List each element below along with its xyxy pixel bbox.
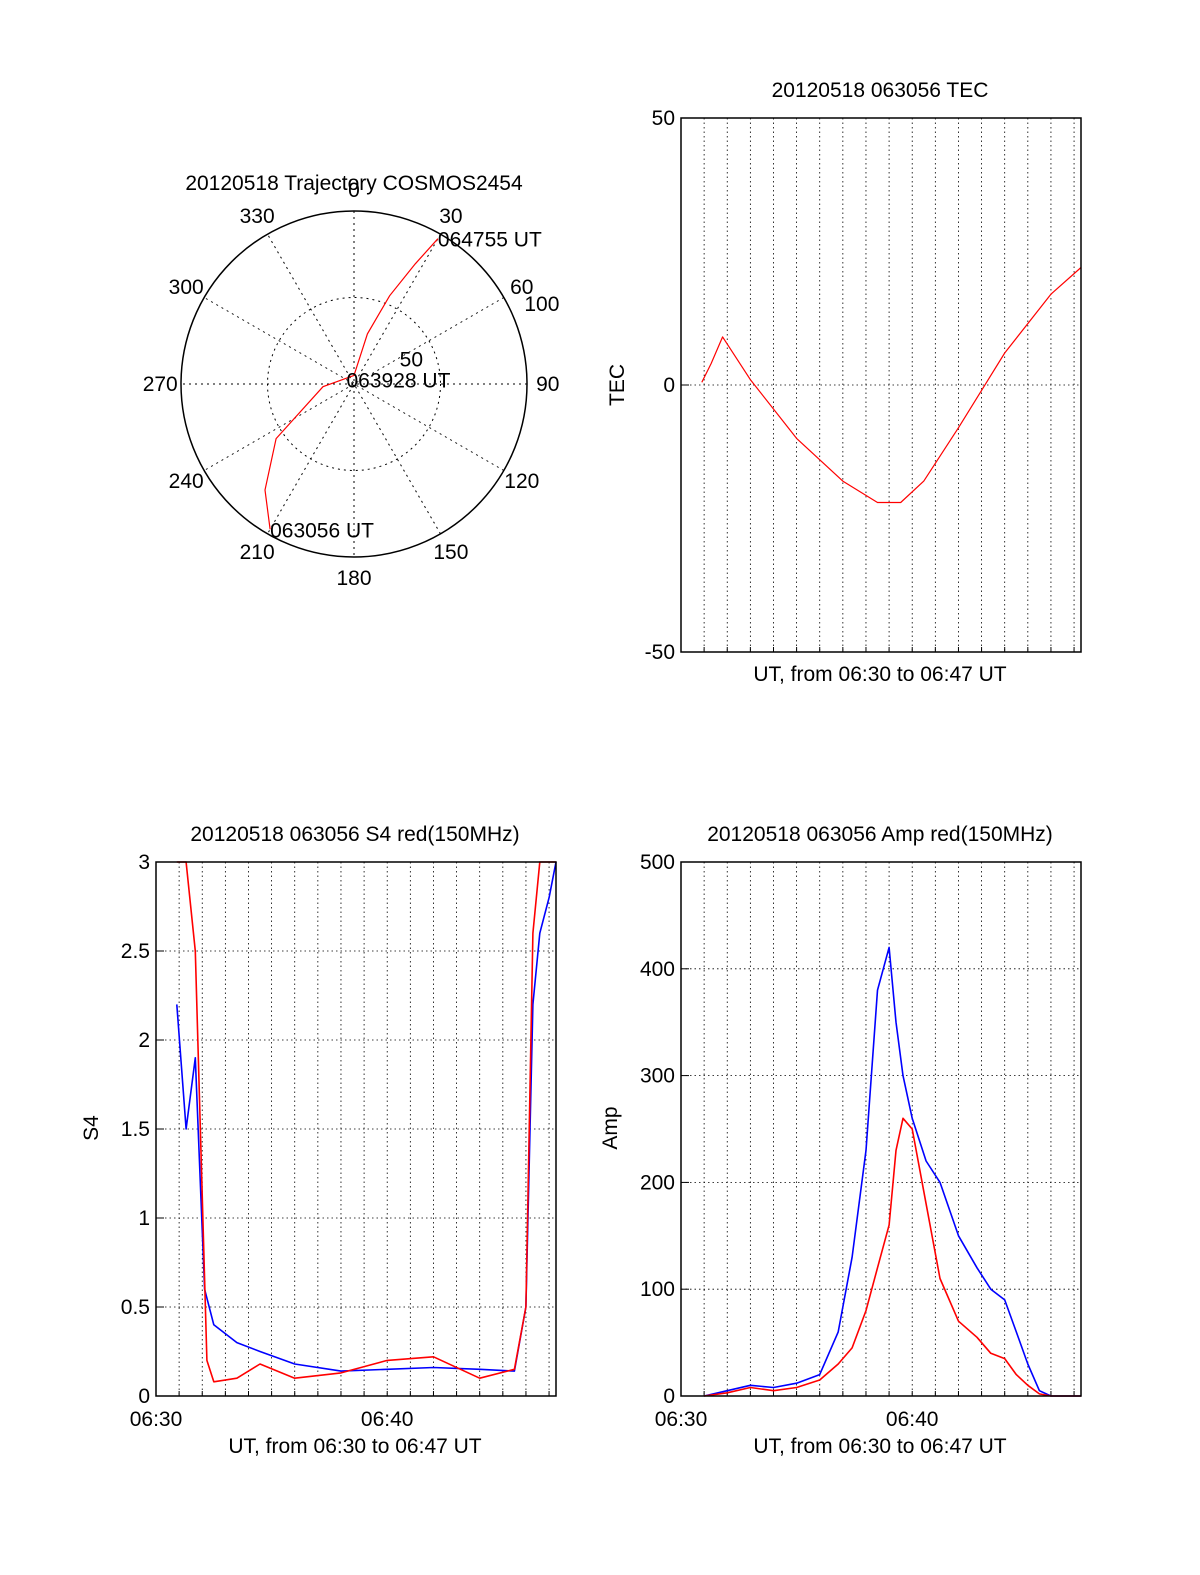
polar-angle-label: 90 bbox=[536, 373, 559, 396]
polar-angle-label: 300 bbox=[169, 276, 204, 299]
polar-angle-label: 270 bbox=[143, 373, 178, 396]
series-line-1 bbox=[176, 861, 556, 1383]
s4-plot-area: 0 0.5 1 1.5 2 2.5 3 06:30 06:40 bbox=[121, 851, 557, 1431]
y-tick-label: 0 bbox=[138, 1385, 150, 1408]
tec-xlabel: UT, from 06:30 to 06:47 UT bbox=[753, 663, 1006, 686]
polar-angle-label: 180 bbox=[336, 567, 371, 590]
series-line-0 bbox=[176, 861, 557, 1372]
x-tick-label: 06:30 bbox=[130, 1408, 183, 1431]
series-line-1 bbox=[703, 1117, 1081, 1397]
y-tick-label: 2.5 bbox=[121, 940, 150, 963]
polar-angle-labels: 0 30 60 90 120 150 180 210 240 270 300 330 bbox=[143, 179, 560, 590]
polar-trajectory-line bbox=[264, 238, 439, 530]
amp-plot-area: 0 100 200 300 400 500 06:30 06:40 bbox=[640, 851, 1082, 1431]
polar-angle-label: 60 bbox=[510, 276, 533, 299]
y-tick-label: 1 bbox=[138, 1207, 150, 1230]
x-tick-label: 06:40 bbox=[361, 1408, 414, 1431]
polar-angle-label: 30 bbox=[439, 205, 462, 228]
tec-ylabel: TEC bbox=[606, 364, 629, 406]
y-tick-label: 200 bbox=[640, 1171, 675, 1194]
polar-annotations: 064755 UT 063928 UT 063056 UT bbox=[270, 229, 542, 543]
tec-panel: 20120518 063056 TEC TEC UT, from 06:30 t… bbox=[606, 79, 1082, 686]
polar-angle-label: 150 bbox=[433, 541, 468, 564]
series-line-0 bbox=[703, 946, 1081, 1397]
y-tick-label: 2 bbox=[138, 1029, 150, 1052]
polar-annotation: 063928 UT bbox=[347, 370, 451, 393]
amp-panel: 20120518 063056 Amp red(150MHz) Amp UT, … bbox=[599, 823, 1082, 1458]
y-tick-label: 300 bbox=[640, 1065, 675, 1088]
polar-grid bbox=[180, 210, 528, 558]
y-tick-label: 0 bbox=[663, 1385, 675, 1408]
y-tick-label: -50 bbox=[645, 641, 675, 664]
polar-angle-label: 120 bbox=[504, 470, 539, 493]
series-line-0 bbox=[701, 267, 1082, 504]
polar-radius-labels: 50 100 bbox=[400, 293, 560, 371]
amp-xlabel: UT, from 06:30 to 06:47 UT bbox=[753, 1435, 1006, 1458]
tec-title: 20120518 063056 TEC bbox=[772, 79, 989, 102]
y-tick-label: 3 bbox=[138, 851, 150, 874]
x-tick-label: 06:40 bbox=[886, 1408, 939, 1431]
plot-frame bbox=[680, 861, 1082, 1397]
y-tick-label: 500 bbox=[640, 851, 675, 874]
trajectory-polar-panel: 20120518 Trajectory COSMOS2454 0 30 60 90 12… bbox=[143, 172, 560, 590]
polar-radius-label: 50 bbox=[400, 349, 423, 372]
tec-plot-area: 50 0 -50 bbox=[645, 107, 1082, 664]
s4-title: 20120518 063056 S4 red(150MHz) bbox=[190, 823, 519, 846]
y-tick-label: 100 bbox=[640, 1278, 675, 1301]
polar-annotation: 063056 UT bbox=[270, 519, 374, 542]
x-tick-label: 06:30 bbox=[655, 1408, 708, 1431]
polar-title: 20120518 Trajectory COSMOS2454 bbox=[185, 172, 523, 195]
s4-panel: 20120518 063056 S4 red(150MHz) S4 UT, fr… bbox=[80, 823, 557, 1458]
polar-spoke bbox=[267, 233, 441, 535]
y-tick-label: 1.5 bbox=[121, 1118, 150, 1141]
polar-angle-label: 210 bbox=[240, 541, 275, 564]
plot-frame bbox=[680, 117, 1082, 653]
y-tick-label: 0.5 bbox=[121, 1296, 150, 1319]
polar-angle-label: 240 bbox=[169, 470, 204, 493]
polar-annotation: 064755 UT bbox=[438, 229, 542, 252]
y-tick-label: 0 bbox=[663, 374, 675, 397]
polar-angle-label: 330 bbox=[240, 205, 275, 228]
polar-spoke bbox=[203, 297, 505, 471]
polar-trajectory bbox=[264, 238, 439, 530]
polar-spoke bbox=[203, 297, 505, 471]
polar-radius-label: 100 bbox=[524, 293, 559, 316]
polar-angle-label: 0 bbox=[348, 179, 360, 202]
s4-xlabel: UT, from 06:30 to 06:47 UT bbox=[228, 1435, 481, 1458]
y-tick-label: 400 bbox=[640, 958, 675, 981]
polar-spoke bbox=[267, 233, 441, 535]
amp-ylabel: Amp bbox=[599, 1106, 622, 1149]
s4-ylabel: S4 bbox=[80, 1115, 103, 1141]
y-tick-label: 50 bbox=[652, 107, 675, 130]
amp-title: 20120518 063056 Amp red(150MHz) bbox=[707, 823, 1053, 846]
plot-frame bbox=[155, 861, 557, 1397]
